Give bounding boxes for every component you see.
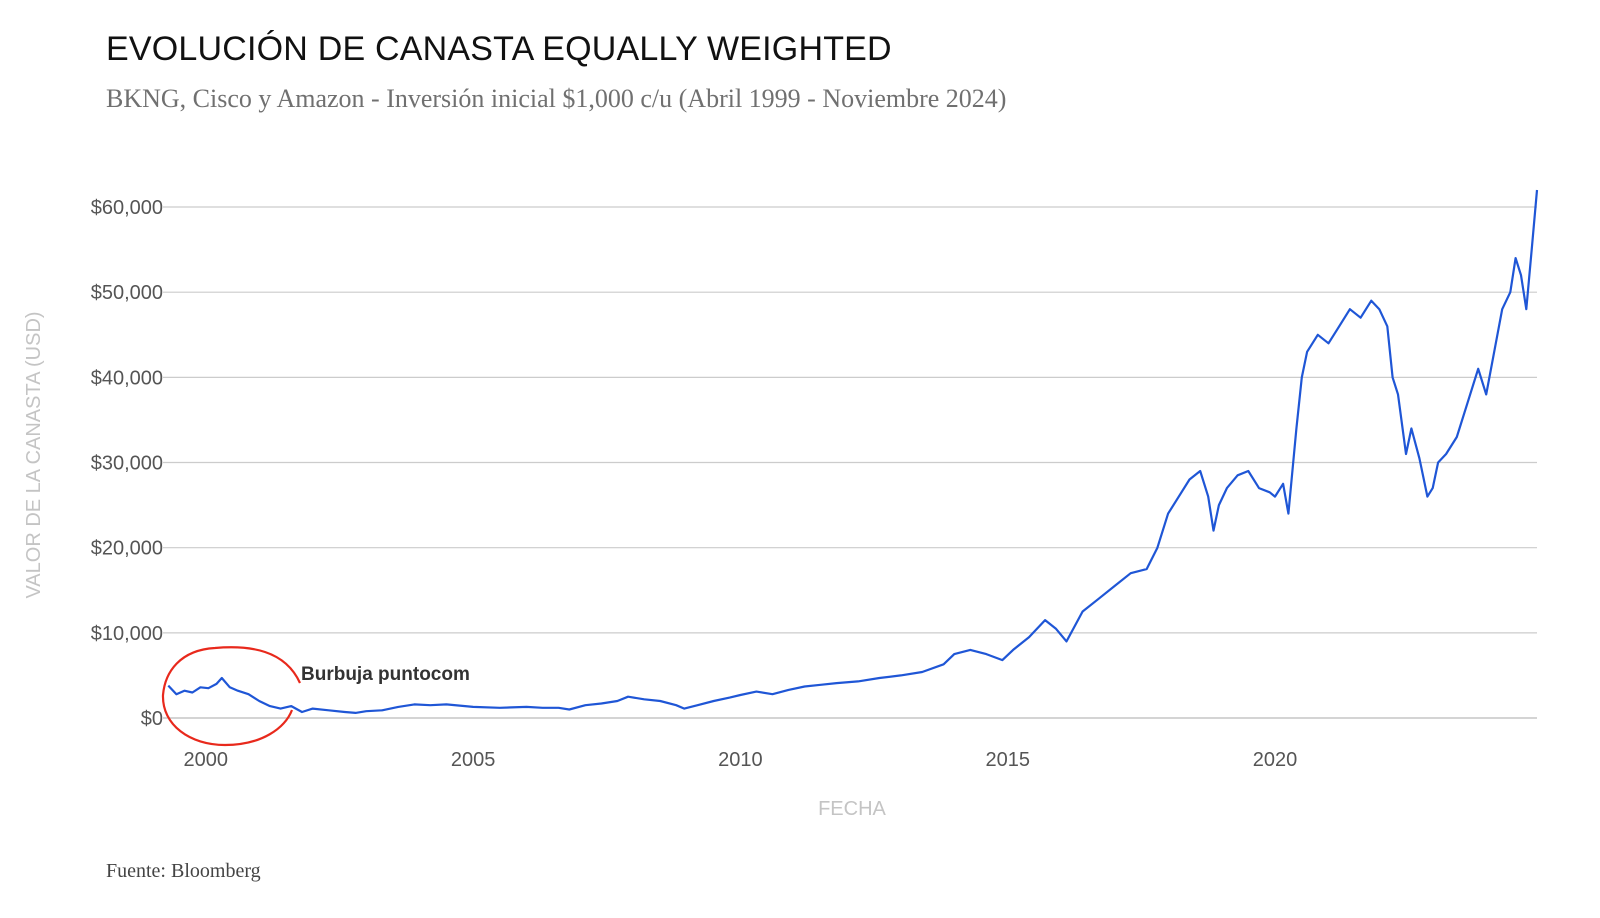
y-tick-label: $50,000: [91, 282, 163, 304]
annotation-label: Burbuja puntocom: [301, 664, 470, 685]
x-tick-label: 2005: [451, 749, 496, 771]
x-tick-label: 2020: [1253, 749, 1298, 771]
annotation-circle: [161, 646, 302, 747]
x-tick-label: 2010: [718, 749, 763, 771]
chart-subtitle: BKNG, Cisco y Amazon - Inversión inicial…: [106, 84, 1007, 113]
y-tick-label: $0: [141, 708, 163, 730]
y-axis-label: VALOR DE LA CANASTA (USD): [23, 311, 45, 598]
x-tick-label: 2015: [985, 749, 1030, 771]
y-tick-label: $20,000: [91, 538, 163, 560]
gridlines: [163, 206, 1537, 719]
y-tick-label: $40,000: [91, 367, 163, 389]
y-tick-label: $10,000: [91, 623, 163, 645]
y-tick-label: $60,000: [91, 197, 163, 219]
series-line: [167, 189, 1539, 714]
y-tick-label: $30,000: [91, 453, 163, 475]
source-note: Fuente: Bloomberg: [106, 860, 261, 882]
x-tick-label: 2000: [184, 749, 229, 771]
x-axis-label: FECHA: [818, 798, 886, 820]
y-axis-ticks: $0 $10,000 $20,000 $30,000 $40,000 $50,000 $60…: [91, 197, 163, 730]
x-axis-ticks: 2000 2005 2010 2015 2020: [184, 749, 1298, 771]
chart-title: EVOLUCIÓN DE CANASTA EQUALLY WEIGHTED: [106, 30, 892, 68]
